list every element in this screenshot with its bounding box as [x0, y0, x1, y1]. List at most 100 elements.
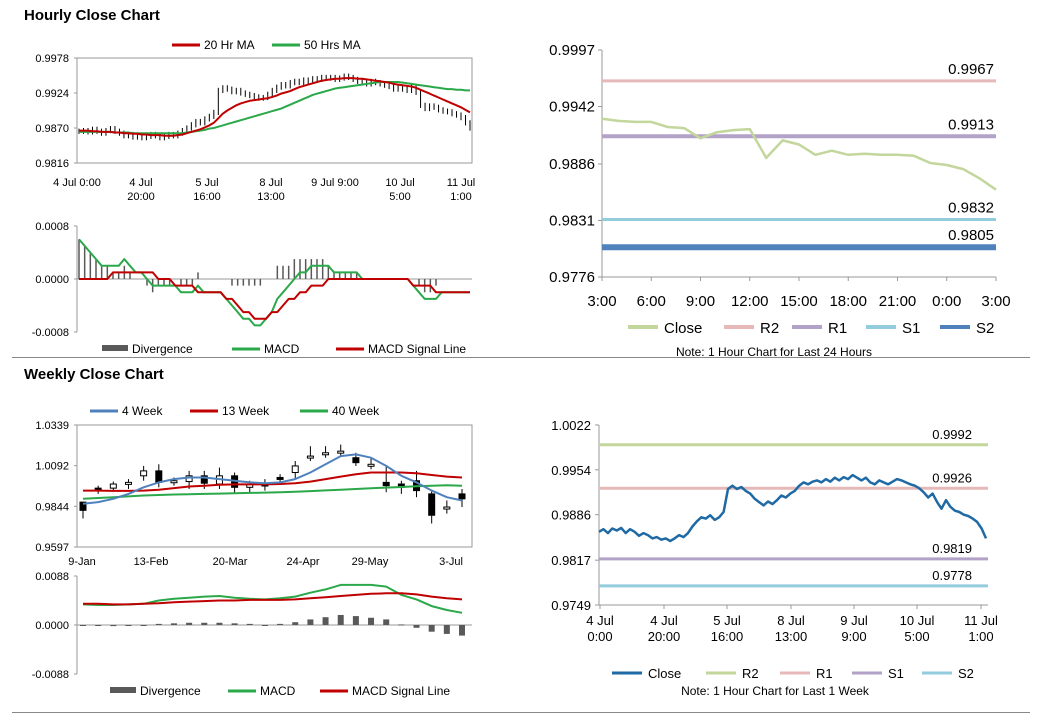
- candle-body: [170, 480, 178, 484]
- legend-macd: MACD: [228, 684, 296, 698]
- x-tick-label: 9-Jan: [68, 556, 96, 568]
- legend-r2: R2: [706, 666, 759, 681]
- legend-r2: R2: [724, 320, 779, 337]
- candle-body: [352, 457, 360, 464]
- level-s1-label: 0.9832: [948, 199, 994, 216]
- y-tick-label: 0.0088: [35, 571, 69, 583]
- candle-body: [276, 476, 284, 480]
- divergence-bar: [292, 622, 299, 625]
- x-tick-label: 4 Jul: [129, 177, 152, 189]
- legend-label: R1: [816, 666, 833, 681]
- x-tick-label: 12:00: [731, 293, 769, 310]
- ma13-line: [83, 471, 463, 492]
- divergence-bar: [368, 617, 375, 625]
- x-tick-label: 11 Jul: [964, 613, 998, 628]
- x-tick-label: 0:00: [932, 293, 961, 310]
- x-tick-label: 10 Jul: [385, 177, 414, 189]
- candle-body: [124, 481, 132, 485]
- x-tick-label: 5 Jul: [713, 613, 741, 628]
- legend-s2: S2: [922, 666, 974, 681]
- candle-body: [109, 483, 117, 489]
- legend-macd-label: MACD: [260, 684, 296, 698]
- candle-body: [140, 470, 148, 477]
- y-tick-label: 0.0000: [35, 274, 69, 286]
- x-tick-label: 3-Jul: [439, 556, 463, 568]
- legend-label: Close: [648, 666, 681, 681]
- legend-ma50: 50 Hrs MA: [272, 38, 361, 52]
- divergence-bar: [155, 623, 162, 625]
- candle-body: [337, 450, 345, 454]
- divergence-bar: [125, 625, 132, 626]
- candle-body: [155, 470, 163, 483]
- x-tick-label: 9:00: [841, 629, 866, 644]
- legend-label: S2: [976, 320, 994, 337]
- divergence-bar: [95, 625, 102, 626]
- legend-signal-label: MACD Signal Line: [368, 342, 466, 356]
- x-tick-label: 24-Apr: [286, 556, 319, 568]
- level-s2-label: 0.9778: [932, 568, 972, 583]
- x-tick-label: 8 Jul: [259, 177, 282, 189]
- signal-line: [79, 271, 470, 320]
- x-tick-label: 5 Jul: [195, 177, 218, 189]
- legend-divergence: Divergence: [102, 342, 193, 356]
- divergence-bar: [443, 625, 450, 634]
- legend-signal: MACD Signal Line: [336, 342, 466, 356]
- divergence-bar: [352, 616, 359, 625]
- legend-close: Close: [628, 320, 702, 337]
- x-tick-label: 16:00: [711, 629, 744, 644]
- divergence-bar: [337, 614, 344, 625]
- y-tick-label: 0.9978: [35, 53, 69, 65]
- bottom-divider: [12, 712, 1030, 713]
- signal-line: [83, 592, 463, 606]
- divergence-bar: [398, 624, 405, 626]
- legend-macd-label: MACD: [264, 342, 300, 356]
- x-tick-label: 13-Feb: [134, 556, 169, 568]
- x-tick-label: 9 Jul 9:00: [311, 177, 359, 189]
- divergence-bar: [140, 625, 147, 626]
- level-s2-label: 0.9805: [948, 227, 994, 244]
- x-tick-label: 5:00: [389, 191, 410, 203]
- legend-r1: R1: [780, 666, 833, 681]
- x-tick-label: 29-May: [352, 556, 389, 568]
- hourly-macd-chart: 0.0008 0.0000 -0.0008: [32, 221, 472, 339]
- divergence-bar: [110, 625, 117, 627]
- weekly-section-title: Weekly Close Chart: [24, 366, 164, 383]
- legend-divergence: Divergence: [110, 684, 201, 698]
- legend-ma20-label: 20 Hr MA: [204, 38, 255, 52]
- legend-ma50-label: 50 Hrs MA: [304, 38, 361, 52]
- x-tick-label: 18:00: [829, 293, 867, 310]
- y-tick-label: 1.0022: [551, 418, 591, 433]
- level-r2-label: 0.9967: [948, 61, 994, 78]
- x-tick-label: 21:00: [879, 293, 917, 310]
- legend-40week: 40 Week: [300, 404, 380, 418]
- legend-13week-label: 13 Week: [222, 404, 270, 418]
- close-line: [598, 473, 988, 543]
- y-tick-label: 0.9870: [35, 123, 69, 135]
- legend-label: S1: [888, 666, 904, 681]
- x-tick-label: 13:00: [775, 629, 808, 644]
- x-tick-label: 11 Jul: [447, 177, 476, 189]
- legend-label: Close: [664, 320, 702, 337]
- y-tick-label: -0.0088: [32, 669, 69, 681]
- x-tick-label: 3:00: [981, 293, 1010, 310]
- level-r1-label: 0.9913: [948, 116, 994, 133]
- candle-body: [291, 465, 299, 474]
- ma40-line: [82, 484, 463, 500]
- x-tick-label: 20-Mar: [213, 556, 248, 568]
- divergence-bar: [170, 623, 177, 625]
- divergence-bar: [383, 619, 390, 625]
- x-tick-label: 4 Jul: [650, 613, 678, 628]
- x-tick-label: 16:00: [193, 191, 221, 203]
- weekly-price-chart: 1.0339 1.0092 0.9844 0.9597 9-Jan 13-Feb 20-Ma…: [35, 420, 473, 568]
- divergence-bar: [231, 623, 238, 625]
- chart-note: Note: 1 Hour Chart for Last 24 Hours: [676, 345, 872, 359]
- level-r2-label: 0.9992: [932, 427, 972, 442]
- x-tick-label: 4 Jul: [586, 613, 614, 628]
- x-tick-label: 3:00: [587, 293, 616, 310]
- candle-body: [200, 475, 208, 484]
- x-tick-label: 5:00: [904, 629, 929, 644]
- chart-note: Note: 1 Hour Chart for Last 1 Week: [681, 684, 870, 698]
- macd-line: [82, 583, 463, 614]
- close-line: [601, 117, 997, 191]
